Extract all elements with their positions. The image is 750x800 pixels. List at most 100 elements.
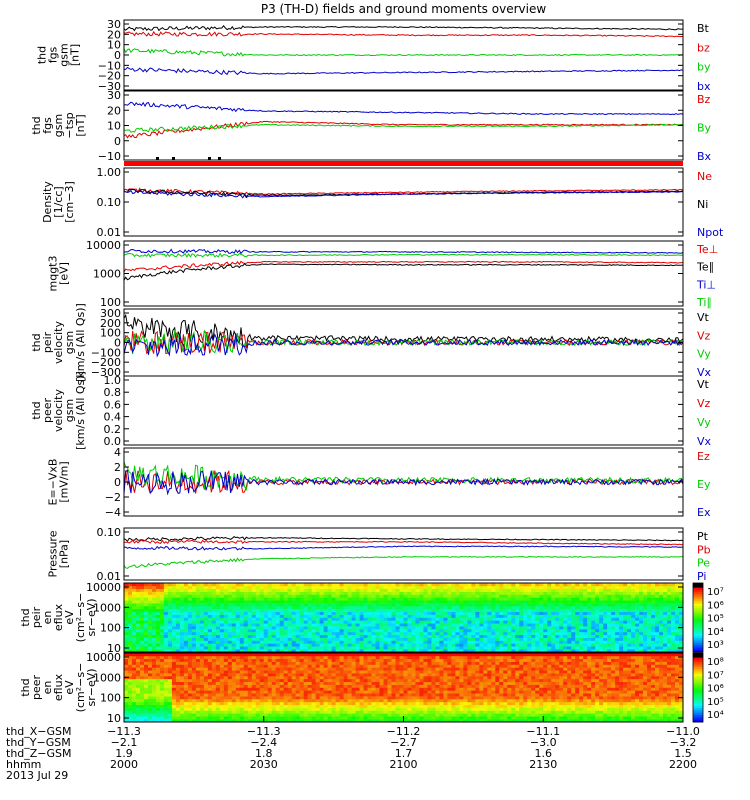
x-tick-label: −3.0 xyxy=(530,736,557,749)
y-tick-label: 1000 xyxy=(93,601,121,614)
y-tick-label: −2 xyxy=(105,491,121,504)
series-Pb xyxy=(123,539,684,546)
y-axis-label: [nT] xyxy=(69,44,82,66)
y-axis-label: en xyxy=(41,611,54,625)
series-Te⊥ xyxy=(123,260,684,273)
legend-entry: Bt xyxy=(697,22,710,35)
series-Bz xyxy=(123,120,684,139)
y-tick-label: 0 xyxy=(114,476,121,489)
flag-marker xyxy=(208,157,211,160)
series-by xyxy=(123,48,683,57)
x-tick-label: 1.5 xyxy=(674,747,692,760)
flag-marker xyxy=(172,157,175,160)
flag-marker xyxy=(218,157,221,160)
panel-efield xyxy=(123,447,684,517)
y-axis-label: −tsp xyxy=(63,112,76,138)
y-tick-label: 0.10 xyxy=(97,526,122,539)
legend-entry: Ez xyxy=(697,450,710,463)
y-tick-label: 10 xyxy=(107,39,121,52)
y-axis-label: thd xyxy=(30,401,43,419)
legend-entry: by xyxy=(697,61,711,74)
y-axis-label: fgs xyxy=(41,117,54,134)
legend-entry: Ey xyxy=(697,478,711,491)
x-tick-label: 1.9 xyxy=(115,747,133,760)
colorbar-tick-label: 10⁶ xyxy=(707,600,724,611)
y-axis-label: thd xyxy=(19,678,32,696)
legend-entry: Pe xyxy=(697,557,710,570)
y-tick-label: −4 xyxy=(105,506,121,519)
series-Ex xyxy=(123,469,684,496)
colorbar-tick-label: 10⁵ xyxy=(707,614,724,625)
panel-frame xyxy=(123,582,684,653)
legend-entry: Vt xyxy=(697,311,710,324)
x-tick-label: −11.3 xyxy=(107,725,141,738)
panel-density xyxy=(123,167,684,237)
y-tick-label: 20 xyxy=(107,28,121,41)
y-tick-label: 2 xyxy=(114,461,121,474)
panel-electron-velocity xyxy=(123,375,684,446)
y-tick-label: 1.00 xyxy=(97,166,122,179)
y-axis-label: [km/s (All Qs)] xyxy=(74,303,87,382)
x-tick-label: 1.6 xyxy=(535,747,553,760)
legend-entry: Vz xyxy=(697,329,711,342)
legend-entry: Pb xyxy=(697,543,711,556)
legend-entry: Pt xyxy=(697,530,709,543)
y-axis-label: [eV] xyxy=(58,262,71,285)
y-tick-label: 30 xyxy=(107,89,121,102)
panel-temperature xyxy=(123,240,684,307)
y-axis-label: velocity xyxy=(52,321,65,364)
y-axis-label: sr−eV) xyxy=(85,598,98,636)
y-tick-label: 1.0 xyxy=(104,374,122,387)
y-axis-label: peer xyxy=(30,675,43,701)
colorbar-tick-label: 10⁶ xyxy=(707,684,724,695)
y-axis-label: eV xyxy=(63,680,76,695)
series-bx xyxy=(123,66,684,76)
legend-entry: bz xyxy=(697,41,710,54)
series-Te∥ xyxy=(123,263,684,281)
panel-ion-spectrogram xyxy=(123,582,684,653)
y-tick-label: −300 xyxy=(91,366,121,379)
y-axis-label: peir xyxy=(41,331,54,353)
y-tick-label: 100 xyxy=(100,622,121,635)
y-axis-label: thd xyxy=(30,333,43,351)
y-tick-label: 1000 xyxy=(93,671,121,684)
y-axis-label: velocity xyxy=(52,389,65,432)
x-aux-row-label: hhmm xyxy=(6,758,41,771)
legend-entry: Te∥ xyxy=(696,261,714,274)
legend-entry: Pi xyxy=(697,570,706,583)
x-tick-label: −11.3 xyxy=(247,725,281,738)
legend-entry: Te⊥ xyxy=(696,243,718,256)
y-axis-label: eflux xyxy=(52,603,65,631)
y-tick-label: 200 xyxy=(100,317,121,330)
y-tick-label: 0.10 xyxy=(97,196,122,209)
y-tick-label: 4 xyxy=(114,446,121,459)
y-tick-label: −30 xyxy=(98,80,121,93)
colorbar-tick-label: 10⁴ xyxy=(707,710,724,721)
y-tick-label: 1000 xyxy=(93,268,121,281)
legend-entry: By xyxy=(697,122,712,135)
x-tick-label: 1.7 xyxy=(395,747,413,760)
y-axis-label: thd xyxy=(30,116,43,134)
y-tick-label: 0.01 xyxy=(97,570,122,583)
y-tick-label: 100 xyxy=(100,327,121,340)
legend-entry: Vy xyxy=(697,416,711,429)
y-axis-label: gsm xyxy=(52,114,65,137)
y-axis-label: mqgt3 xyxy=(47,256,60,292)
legend-entry: Ti⊥ xyxy=(696,278,716,291)
flag-marker xyxy=(156,157,159,160)
x-tick-label: −2.1 xyxy=(111,736,138,749)
y-tick-label: 10 xyxy=(107,642,121,655)
x-tick-label: −11.1 xyxy=(526,725,560,738)
date-label: 2013 Jul 29 xyxy=(6,769,68,782)
series-Ti∥ xyxy=(123,252,684,258)
series-Bt xyxy=(123,25,684,32)
panel-frame xyxy=(123,527,684,581)
x-aux-row-label: thd_Y−GSM xyxy=(6,736,71,749)
panel-frame xyxy=(123,167,684,237)
y-axis-label: thd xyxy=(36,46,49,64)
colorbar-tick-label: 10⁷ xyxy=(707,670,724,681)
panel-frame xyxy=(123,375,684,446)
x-tick-label: 1.8 xyxy=(255,747,273,760)
y-axis-label: gsm xyxy=(58,43,71,66)
